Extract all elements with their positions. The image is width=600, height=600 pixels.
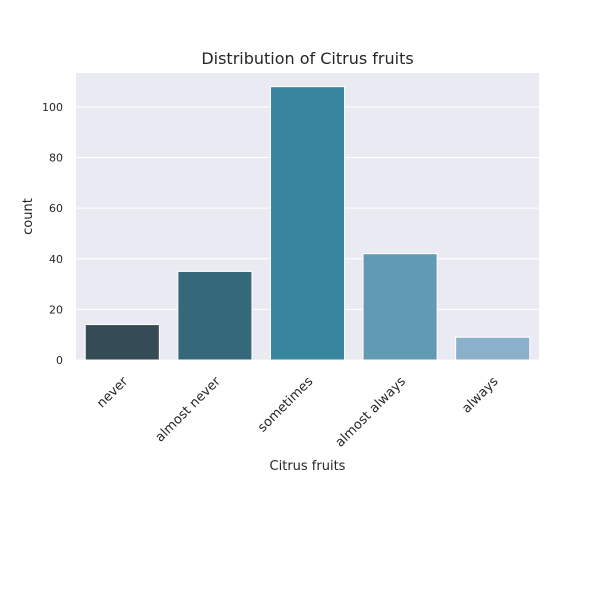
bar-never	[84, 324, 160, 361]
chart-title: Distribution of Citrus fruits	[201, 49, 413, 68]
y-tick-label: 0	[56, 354, 63, 367]
bar-sometimes	[269, 86, 346, 361]
y-axis-label: count	[21, 198, 36, 235]
bars	[84, 86, 531, 361]
y-tick-label: 100	[42, 101, 63, 114]
bar-almost-always	[362, 253, 438, 361]
bar-always	[455, 336, 531, 361]
x-tick-label: almost always	[333, 374, 409, 450]
x-tick-labels: never almost never sometimes almost always a…	[94, 374, 502, 451]
y-tick-label: 40	[49, 253, 63, 266]
y-tick-label: 20	[49, 303, 63, 316]
x-tick-label: always	[459, 374, 501, 416]
y-tick-label: 80	[49, 152, 63, 165]
bar-almost-never	[177, 270, 253, 361]
x-tick-label: never	[94, 374, 131, 411]
x-axis-label: Citrus fruits	[270, 459, 346, 474]
x-tick-label: almost never	[153, 374, 225, 446]
y-tick-labels: 0 20 40 60 80 100	[42, 101, 63, 367]
x-tick-label: sometimes	[255, 374, 316, 435]
y-tick-label: 60	[49, 202, 63, 215]
